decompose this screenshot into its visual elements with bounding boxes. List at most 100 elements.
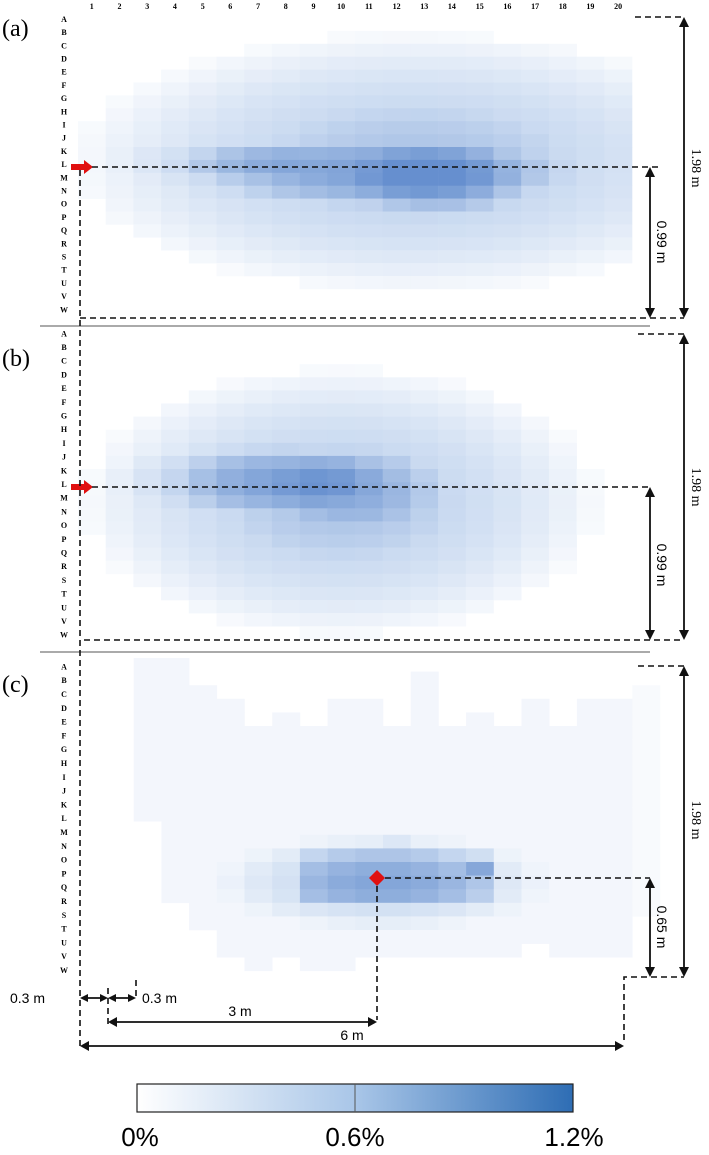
heatmap-cell bbox=[493, 172, 522, 186]
heatmap-cell bbox=[521, 43, 550, 57]
heatmap-cell bbox=[549, 726, 578, 740]
heatmap-cell bbox=[521, 185, 550, 199]
heatmap-cell bbox=[604, 69, 633, 83]
heatmap-cell bbox=[161, 224, 190, 238]
heatmap-cell bbox=[216, 429, 245, 444]
heatmap-cell bbox=[576, 147, 605, 161]
heatmap-cell bbox=[133, 671, 162, 686]
heatmap-cell bbox=[271, 482, 300, 496]
heatmap-cell bbox=[189, 780, 218, 795]
heatmap-cell bbox=[382, 95, 411, 109]
heatmap-cell bbox=[216, 794, 245, 808]
heatmap-cell bbox=[133, 482, 162, 496]
heatmap-cell bbox=[383, 807, 411, 822]
heatmap-cell bbox=[521, 712, 550, 727]
heatmap-cell bbox=[216, 134, 245, 148]
heatmap-cell bbox=[382, 442, 411, 457]
heatmap-cell bbox=[244, 821, 273, 836]
heatmap-cell bbox=[244, 957, 273, 972]
heatmap-cell bbox=[576, 211, 605, 225]
heatmap-cell bbox=[216, 930, 245, 944]
heatmap-cell bbox=[604, 834, 633, 849]
heatmap-cell bbox=[355, 739, 384, 754]
heatmap-cell bbox=[161, 69, 190, 83]
heatmap-cell bbox=[604, 198, 633, 212]
heatmap-cell bbox=[382, 237, 411, 251]
dimension-arrow-half-a bbox=[645, 167, 655, 318]
heatmap-cell bbox=[521, 834, 550, 849]
heatmap-cell bbox=[161, 455, 190, 470]
heatmap-cell bbox=[355, 390, 383, 404]
heatmap-cell bbox=[410, 902, 439, 917]
heatmap-cell bbox=[216, 403, 245, 417]
heatmap-cell bbox=[382, 172, 411, 186]
heatmap-cell bbox=[78, 469, 106, 483]
heatmap-cell bbox=[244, 250, 273, 264]
heatmap-cell bbox=[216, 862, 245, 876]
heatmap-cell bbox=[604, 712, 633, 727]
heatmap-cell bbox=[632, 739, 661, 754]
heatmap-cell bbox=[604, 698, 633, 713]
heatmap-cell bbox=[327, 250, 356, 264]
heatmap-cell bbox=[382, 482, 411, 496]
heatmap-cell bbox=[521, 534, 550, 548]
to-marker-label: 3 m bbox=[228, 1003, 251, 1019]
heatmap-cell bbox=[216, 108, 245, 122]
heatmap-cell bbox=[188, 416, 217, 430]
heatmap-cell bbox=[438, 534, 467, 548]
heatmap-cell bbox=[465, 95, 494, 109]
heatmap-cell bbox=[161, 753, 190, 768]
heatmap-cell bbox=[188, 69, 217, 83]
heatmap-cell bbox=[216, 185, 245, 199]
row-letter: T bbox=[61, 266, 67, 275]
heatmap-cell bbox=[355, 377, 383, 391]
heatmap-cell bbox=[244, 416, 273, 430]
heatmap-cell bbox=[548, 508, 577, 522]
heatmap-cell bbox=[410, 82, 439, 96]
column-number: 12 bbox=[393, 2, 401, 11]
heatmap-cell bbox=[355, 600, 383, 614]
heatmap-cell bbox=[549, 916, 578, 931]
heatmap-cell bbox=[327, 547, 356, 561]
heatmap-cell bbox=[271, 495, 300, 509]
heatmap-cell bbox=[327, 930, 356, 944]
heatmap-cell bbox=[493, 224, 522, 238]
heatmap-cell bbox=[410, 237, 439, 251]
heatmap-cell bbox=[383, 889, 411, 904]
heatmap-cell bbox=[161, 211, 190, 225]
heatmap-cell bbox=[78, 185, 106, 199]
heatmap-cell bbox=[105, 185, 134, 199]
heatmap-cell bbox=[382, 455, 411, 470]
heatmap-cell bbox=[299, 613, 328, 627]
dimension-total-width bbox=[80, 1041, 624, 1051]
heatmap-cell bbox=[299, 482, 328, 496]
heatmap-cell bbox=[438, 276, 467, 290]
heatmap-cell bbox=[604, 807, 633, 822]
heatmap-cell bbox=[466, 712, 495, 727]
heatmap-cell bbox=[188, 108, 217, 122]
heatmap-cell bbox=[327, 377, 356, 391]
heatmap-cell bbox=[521, 95, 550, 109]
heatmap-cell bbox=[244, 185, 273, 199]
row-letter: O bbox=[61, 521, 67, 530]
heatmap-cell bbox=[548, 547, 577, 561]
heatmap-cell bbox=[521, 889, 550, 904]
heatmap-cell bbox=[383, 848, 411, 863]
heatmap-cell bbox=[271, 508, 300, 522]
heatmap-cell bbox=[272, 766, 301, 781]
heatmap-cell bbox=[299, 185, 328, 199]
heatmap-cell bbox=[299, 875, 328, 890]
heatmap-cell bbox=[493, 739, 522, 754]
heatmap-cell bbox=[133, 534, 162, 548]
row-letter: G bbox=[61, 94, 67, 103]
heatmap-cell bbox=[465, 560, 494, 575]
heatmap-cell bbox=[410, 172, 439, 186]
heatmap-cell bbox=[465, 237, 494, 251]
heatmap-cell bbox=[521, 429, 550, 444]
dimension-cell-width bbox=[108, 994, 136, 1002]
heatmap-cell bbox=[299, 108, 328, 122]
heatmap-cell bbox=[299, 455, 328, 470]
heatmap-cell bbox=[604, 753, 633, 768]
heatmap-cell bbox=[327, 600, 356, 614]
